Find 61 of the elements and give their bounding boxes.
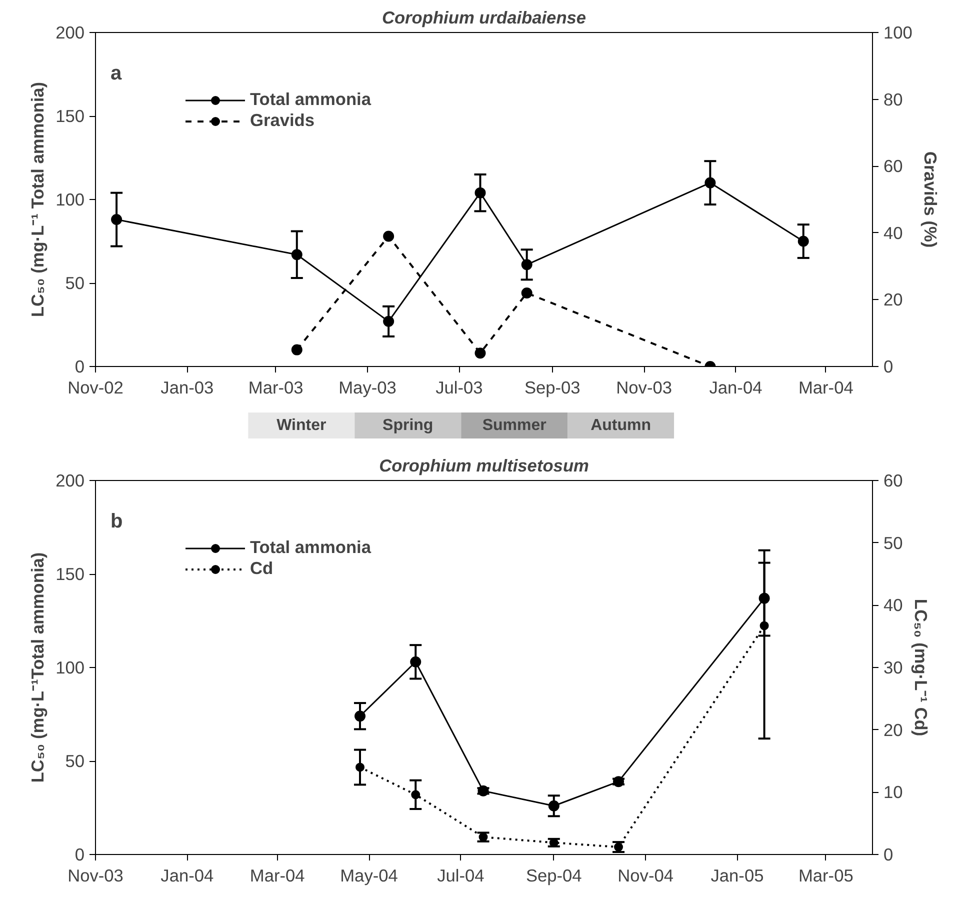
y-axis-title: LC₅₀ (mg·L⁻¹ Total ammonia) — [28, 82, 48, 318]
y-tick-label: 150 — [56, 564, 85, 584]
x-tick-label: May-04 — [340, 866, 398, 886]
y2-tick-label: 30 — [884, 658, 903, 678]
chart-title: Corophium multisetosum — [379, 456, 589, 476]
text: Spring — [382, 417, 434, 434]
y2-tick-label: 40 — [884, 222, 903, 243]
legend-label: Total ammonia — [250, 89, 371, 110]
x-tick-label: Nov-03 — [68, 866, 124, 886]
annotation: b — [110, 510, 123, 532]
x-tick-label: Mar-05 — [798, 866, 854, 886]
y2-axis-title: Gravids (%) — [920, 151, 940, 248]
text: Winter — [276, 417, 326, 434]
y2-tick-label: 10 — [884, 782, 903, 802]
x-tick-label: Jan-05 — [710, 866, 764, 886]
y2-tick-label: 40 — [884, 595, 903, 616]
y-tick-label: 150 — [56, 106, 85, 126]
text: Summer — [482, 417, 546, 434]
x-tick-label: Jul-03 — [436, 378, 483, 398]
x-tick-label: Nov-02 — [68, 378, 124, 398]
point — [291, 344, 302, 356]
x-tick-label: Jan-03 — [160, 378, 214, 398]
y2-tick-label: 0 — [884, 356, 894, 376]
x-tick-label: Mar-04 — [798, 378, 854, 398]
y-tick-label: 50 — [65, 751, 85, 771]
x-tick-label: May-03 — [338, 378, 396, 398]
text: Autumn — [590, 417, 652, 434]
y2-tick-label: 50 — [884, 532, 903, 553]
x-tick-label: Jan-04 — [709, 378, 763, 398]
y2-tick-label: 20 — [884, 720, 903, 740]
annotation: a — [110, 62, 122, 84]
y2-tick-label: 0 — [884, 844, 894, 864]
x-tick-label: Sep-03 — [524, 378, 580, 398]
y-tick-label: 0 — [74, 356, 85, 376]
y2-axis-title: LC₅₀ (mg·L⁻¹ Cd) — [910, 598, 931, 736]
legend-label: Cd — [250, 558, 274, 579]
y-tick-label: 0 — [74, 844, 85, 864]
y-tick-label: 200 — [56, 470, 85, 490]
legend-label: Gravids — [250, 110, 315, 131]
legend-label: Total ammonia — [250, 537, 371, 558]
chart-title: Corophium urdaibaiense — [382, 8, 586, 28]
x-tick-label: Jul-04 — [437, 866, 485, 886]
y2-tick-label: 80 — [884, 89, 903, 110]
y2-tick-label: 60 — [884, 470, 903, 490]
y2-tick-label: 20 — [884, 290, 903, 310]
y-tick-label: 200 — [56, 22, 85, 42]
point — [474, 348, 486, 359]
x-tick-label: Sep-04 — [526, 866, 582, 886]
point — [521, 288, 532, 299]
y-axis-title: LC₅₀ (mg·L⁻¹Total ammonia) — [28, 552, 48, 783]
y2-tick-label: 60 — [884, 156, 903, 176]
y2-tick-label: 100 — [884, 22, 912, 42]
x-tick-label: Jan-04 — [160, 866, 214, 886]
x-tick-label: Nov-03 — [616, 378, 672, 398]
point — [383, 230, 394, 242]
y-tick-label: 50 — [65, 273, 85, 293]
y-tick-label: 100 — [56, 190, 85, 210]
x-tick-label: Nov-04 — [618, 866, 674, 886]
x-tick-label: Mar-04 — [250, 866, 306, 886]
x-tick-label: Mar-03 — [248, 378, 304, 398]
y-tick-label: 100 — [56, 658, 85, 678]
